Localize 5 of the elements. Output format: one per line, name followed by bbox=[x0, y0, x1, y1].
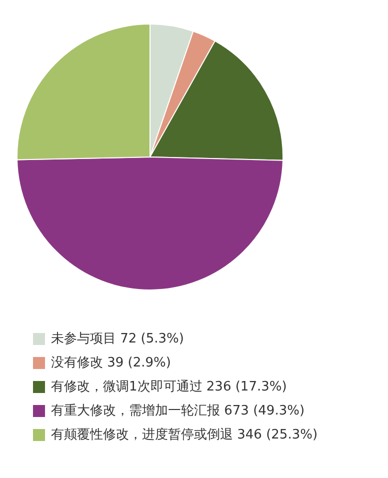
legend-label: 有重大修改，需增加一轮汇报 673 (49.3%) bbox=[51, 404, 305, 418]
legend-label: 未参与项目 72 (5.3%) bbox=[51, 332, 184, 346]
legend-label: 没有修改 39 (2.9%) bbox=[51, 356, 171, 370]
legend-label: 有颠覆性修改，进度暂停或倒退 346 (25.3%) bbox=[51, 426, 318, 442]
legend-label: 有修改，微调1次即可通过 236 (17.3%) bbox=[51, 380, 287, 394]
